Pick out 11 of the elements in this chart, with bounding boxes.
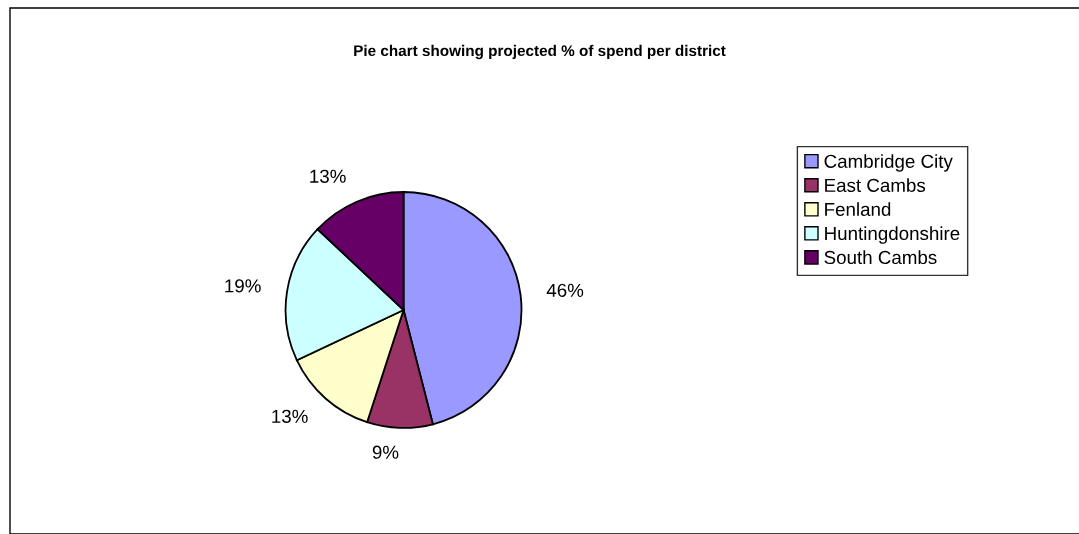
data-label: 13% [272, 409, 308, 423]
legend-label: Fenland [825, 202, 891, 217]
data-label: 9% [372, 445, 399, 459]
chart-title: Pie chart showing projected % of spend per district [354, 44, 726, 60]
data-label: 19% [225, 279, 261, 293]
data-label: 13% [310, 169, 346, 183]
legend-label: Cambridge City [824, 154, 953, 172]
legend-label: Huntingdonshire [825, 226, 960, 244]
legend-label: South Cambs [824, 250, 937, 265]
legend-label: East Cambs [825, 178, 926, 192]
data-label: 46% [546, 283, 584, 297]
